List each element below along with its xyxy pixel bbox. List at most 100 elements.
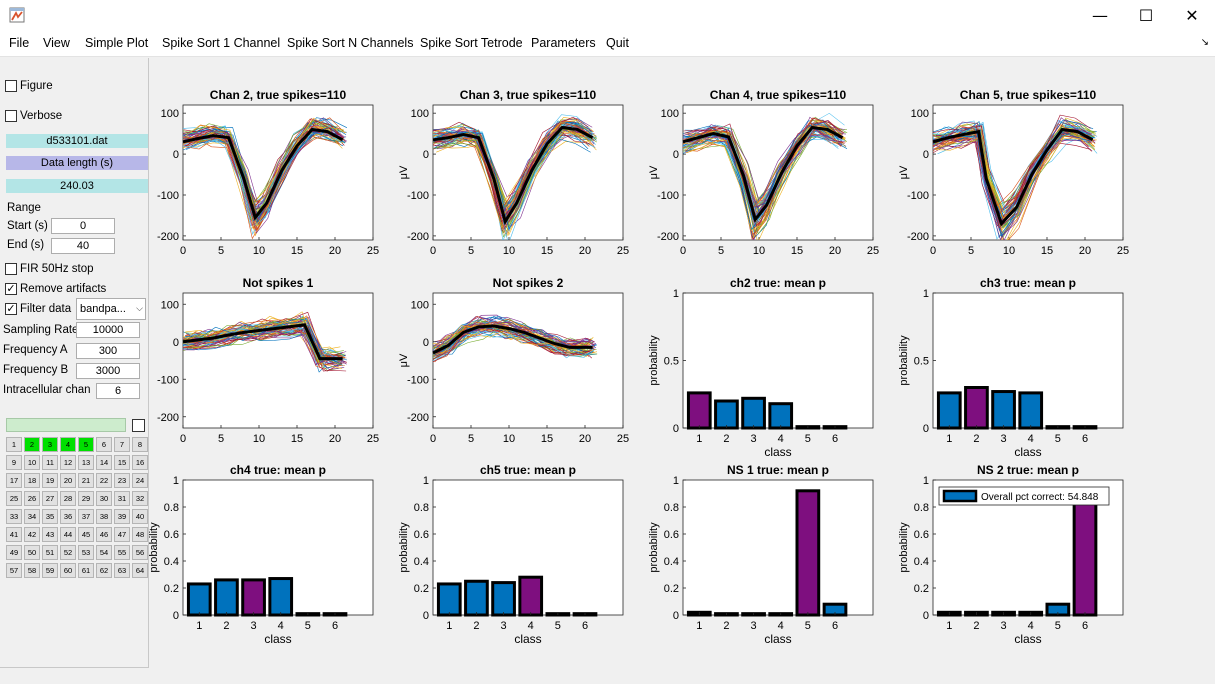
channel-button-49[interactable]: 49 xyxy=(6,545,22,560)
channel-button-32[interactable]: 32 xyxy=(132,491,148,506)
channel-button-8[interactable]: 8 xyxy=(132,437,148,452)
channel-button-41[interactable]: 41 xyxy=(6,527,22,542)
channel-button-42[interactable]: 42 xyxy=(24,527,40,542)
channel-button-36[interactable]: 36 xyxy=(60,509,76,524)
channel-button-48[interactable]: 48 xyxy=(132,527,148,542)
x-tick-label: 0 xyxy=(180,245,186,257)
fir-checkbox[interactable] xyxy=(5,263,17,275)
progress-checkbox[interactable] xyxy=(132,419,145,432)
x-tick-label: 5 xyxy=(1055,620,1061,632)
legend-label: Overall pct correct: 54.848 xyxy=(981,492,1099,503)
channel-button-44[interactable]: 44 xyxy=(60,527,76,542)
channel-button-23[interactable]: 23 xyxy=(114,473,130,488)
minimize-button[interactable]: — xyxy=(1092,5,1108,25)
x-tick-label: 1 xyxy=(696,433,702,445)
resize-arrow-icon[interactable]: ↘ xyxy=(1200,37,1209,48)
trace-line xyxy=(433,120,592,216)
channel-button-27[interactable]: 27 xyxy=(42,491,58,506)
close-button[interactable]: ✕ xyxy=(1185,5,1199,25)
channel-button-46[interactable]: 46 xyxy=(96,527,112,542)
channel-button-50[interactable]: 50 xyxy=(24,545,40,560)
channel-button-45[interactable]: 45 xyxy=(78,527,94,542)
intracellular-input[interactable]: 6 xyxy=(96,383,140,399)
figure-checkbox[interactable] xyxy=(5,80,17,92)
channel-button-2[interactable]: 2 xyxy=(24,437,40,452)
channel-button-22[interactable]: 22 xyxy=(96,473,112,488)
channel-button-17[interactable]: 17 xyxy=(6,473,22,488)
channel-button-58[interactable]: 58 xyxy=(24,563,40,578)
channel-button-5[interactable]: 5 xyxy=(78,437,94,452)
channel-button-21[interactable]: 21 xyxy=(78,473,94,488)
bar-ns1-xlabel: class xyxy=(764,632,791,646)
filter-data-checkbox[interactable]: ✓ xyxy=(5,302,17,315)
frequency-b-input[interactable]: 3000 xyxy=(76,363,140,379)
channel-button-15[interactable]: 15 xyxy=(114,455,130,470)
menu-quit[interactable]: Quit xyxy=(606,36,629,50)
frequency-a-input[interactable]: 300 xyxy=(76,343,140,359)
channel-button-63[interactable]: 63 xyxy=(114,563,130,578)
channel-button-54[interactable]: 54 xyxy=(96,545,112,560)
maximize-button[interactable]: ☐ xyxy=(1138,5,1154,25)
channel-button-53[interactable]: 53 xyxy=(78,545,94,560)
channel-button-62[interactable]: 62 xyxy=(96,563,112,578)
channel-button-16[interactable]: 16 xyxy=(132,455,148,470)
channel-button-55[interactable]: 55 xyxy=(114,545,130,560)
channel-button-10[interactable]: 10 xyxy=(24,455,40,470)
channel-button-25[interactable]: 25 xyxy=(6,491,22,506)
menu-spike-sort-n-channels[interactable]: Spike Sort N Channels xyxy=(287,36,414,50)
channel-button-1[interactable]: 1 xyxy=(6,437,22,452)
channel-button-13[interactable]: 13 xyxy=(78,455,94,470)
channel-button-38[interactable]: 38 xyxy=(96,509,112,524)
remove-artifacts-label: Remove artifacts xyxy=(20,283,107,295)
menu-view[interactable]: View xyxy=(43,36,70,50)
channel-button-35[interactable]: 35 xyxy=(42,509,58,524)
channel-button-59[interactable]: 59 xyxy=(42,563,58,578)
menu-file[interactable]: File xyxy=(9,36,30,50)
channel-button-51[interactable]: 51 xyxy=(42,545,58,560)
start-input[interactable]: 0 xyxy=(51,218,115,234)
channel-button-19[interactable]: 19 xyxy=(42,473,58,488)
channel-button-47[interactable]: 47 xyxy=(114,527,130,542)
trace-line xyxy=(185,320,345,358)
remove-artifacts-checkbox[interactable]: ✓ xyxy=(5,282,17,295)
channel-button-7[interactable]: 7 xyxy=(114,437,130,452)
channel-button-28[interactable]: 28 xyxy=(60,491,76,506)
y-tick-label: 0 xyxy=(673,149,679,161)
filter-type-select[interactable]: bandpa... ⌵ xyxy=(76,298,146,320)
bar-ch3-ylabel: probability xyxy=(898,335,910,386)
menu-simple-plot[interactable]: Simple Plot xyxy=(85,36,149,50)
channel-button-60[interactable]: 60 xyxy=(60,563,76,578)
channel-button-26[interactable]: 26 xyxy=(24,491,40,506)
channel-button-20[interactable]: 20 xyxy=(60,473,76,488)
channel-button-18[interactable]: 18 xyxy=(24,473,40,488)
end-input[interactable]: 40 xyxy=(51,238,115,254)
channel-button-30[interactable]: 30 xyxy=(96,491,112,506)
menu-spike-sort-1-channel[interactable]: Spike Sort 1 Channel xyxy=(162,36,281,50)
channel-button-3[interactable]: 3 xyxy=(42,437,58,452)
sampling-rate-input[interactable]: 10000 xyxy=(76,322,140,338)
menu-parameters[interactable]: Parameters xyxy=(531,36,596,50)
channel-button-56[interactable]: 56 xyxy=(132,545,148,560)
channel-button-6[interactable]: 6 xyxy=(96,437,112,452)
channel-button-43[interactable]: 43 xyxy=(42,527,58,542)
channel-button-40[interactable]: 40 xyxy=(132,509,148,524)
channel-button-9[interactable]: 9 xyxy=(6,455,22,470)
channel-button-31[interactable]: 31 xyxy=(114,491,130,506)
channel-button-4[interactable]: 4 xyxy=(60,437,76,452)
channel-button-39[interactable]: 39 xyxy=(114,509,130,524)
channel-button-12[interactable]: 12 xyxy=(60,455,76,470)
channel-button-24[interactable]: 24 xyxy=(132,473,148,488)
channel-button-61[interactable]: 61 xyxy=(78,563,94,578)
menu-spike-sort-tetrode[interactable]: Spike Sort Tetrode xyxy=(420,36,523,50)
channel-button-57[interactable]: 57 xyxy=(6,563,22,578)
channel-button-11[interactable]: 11 xyxy=(42,455,58,470)
y-tick-label: 0 xyxy=(423,337,429,349)
channel-button-37[interactable]: 37 xyxy=(78,509,94,524)
channel-button-34[interactable]: 34 xyxy=(24,509,40,524)
channel-button-64[interactable]: 64 xyxy=(132,563,148,578)
verbose-checkbox[interactable] xyxy=(5,110,17,122)
channel-button-52[interactable]: 52 xyxy=(60,545,76,560)
channel-button-29[interactable]: 29 xyxy=(78,491,94,506)
channel-button-14[interactable]: 14 xyxy=(96,455,112,470)
channel-button-33[interactable]: 33 xyxy=(6,509,22,524)
